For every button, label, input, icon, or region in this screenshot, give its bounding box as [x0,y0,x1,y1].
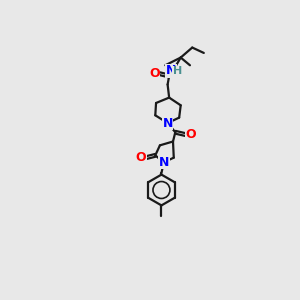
Text: O: O [135,151,146,164]
Text: O: O [185,128,196,141]
Text: N: N [159,156,169,169]
Text: H: H [173,66,182,76]
Text: O: O [149,67,160,80]
Text: N: N [162,116,173,130]
Text: N: N [166,64,176,77]
